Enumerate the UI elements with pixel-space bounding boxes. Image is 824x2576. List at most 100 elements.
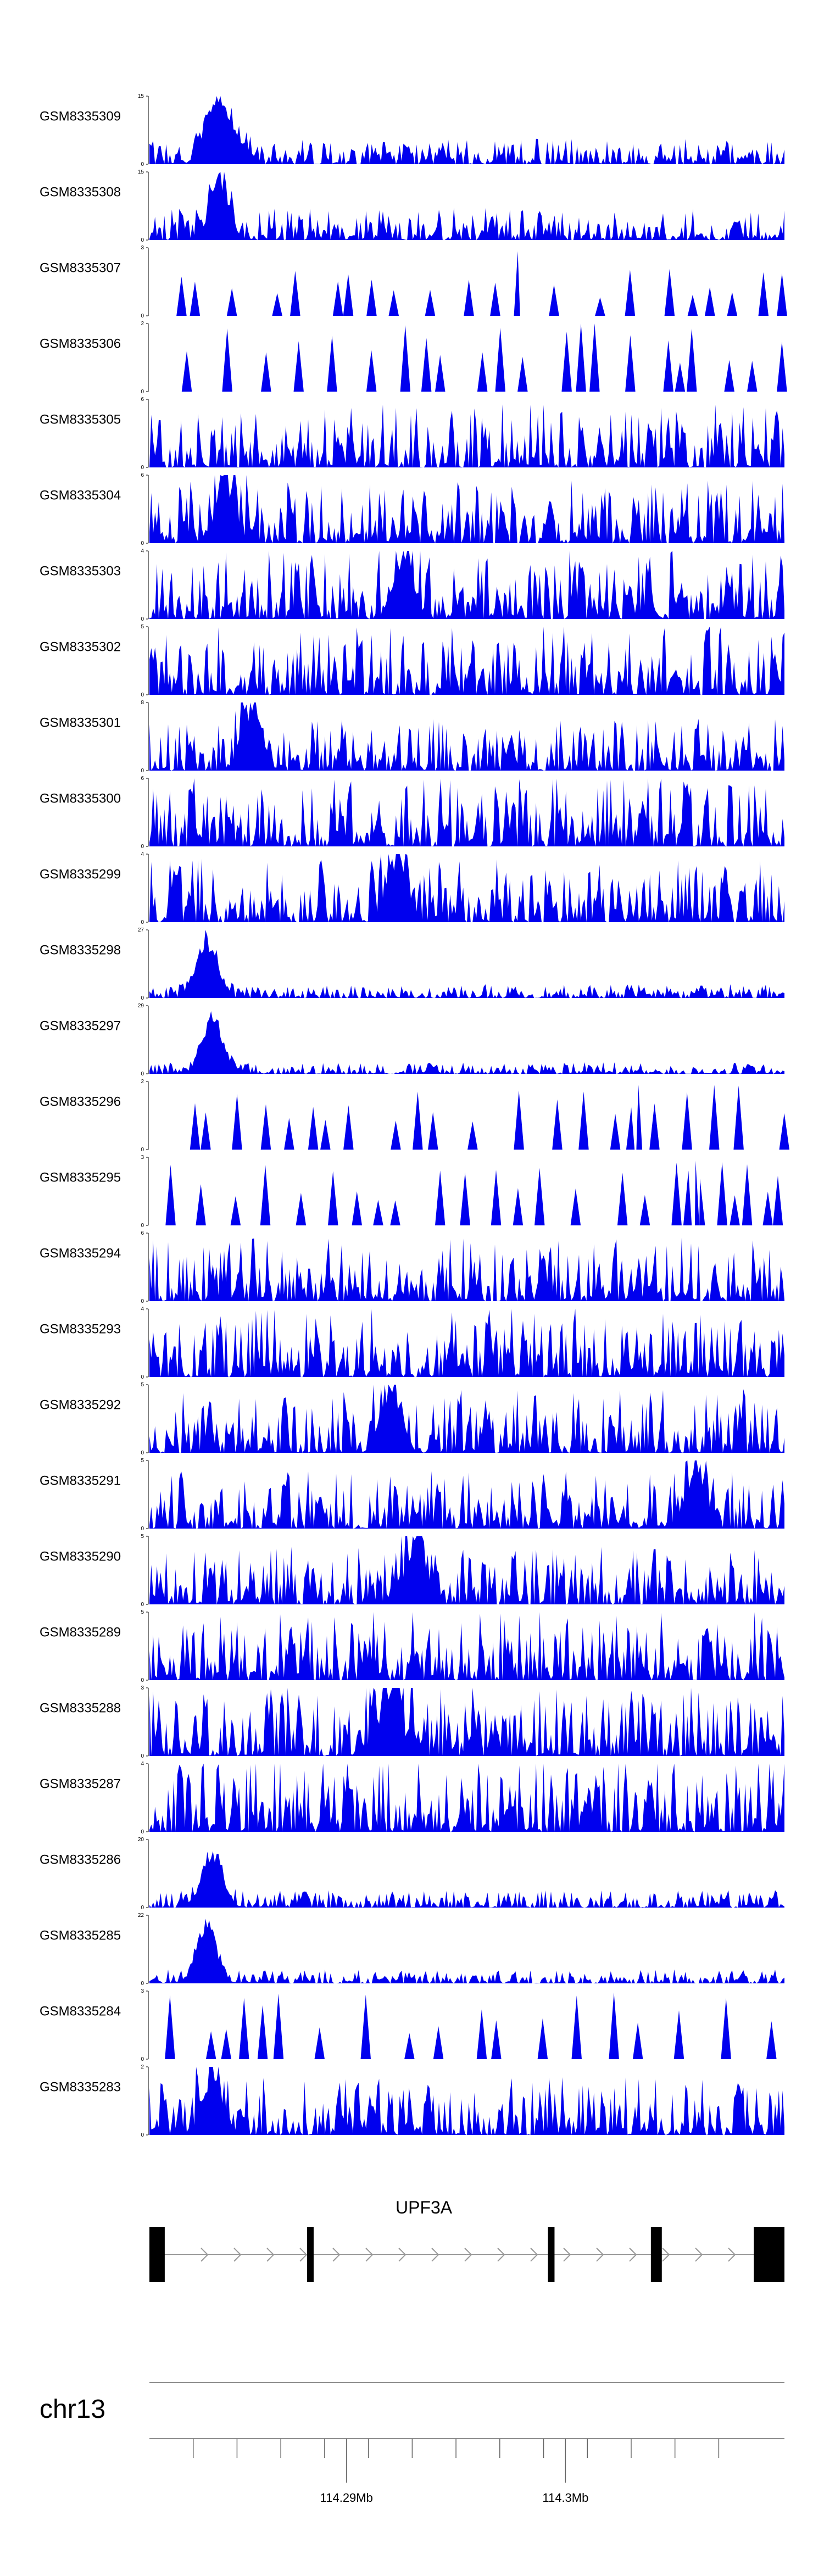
y-min-label: 0: [141, 465, 144, 471]
coverage-track: GSM8335307 3 0: [40, 245, 787, 319]
coverage-tracks: GSM8335309150GSM8335308150GSM833530730GS…: [40, 93, 789, 2138]
strand-chevron: [233, 2248, 242, 2262]
y-max-label: 4: [141, 1306, 144, 1312]
strand-chevron: [266, 2248, 275, 2262]
track-label: GSM8335303: [40, 564, 121, 578]
coverage-area: [149, 778, 784, 846]
y-max-label: 4: [141, 851, 144, 857]
track-label: GSM8335292: [40, 1397, 121, 1412]
strand-chevron: [530, 2248, 538, 2262]
exon-block: [548, 2227, 555, 2282]
track-label: GSM8335289: [40, 1625, 121, 1640]
coverage-track: GSM8335304 6 0: [40, 472, 784, 547]
coverage-area: [149, 1536, 784, 1604]
coverage-track: GSM8335294 6 0: [40, 1230, 784, 1304]
y-min-label: 0: [141, 1829, 144, 1835]
y-min-label: 0: [141, 2132, 144, 2138]
strand-chevron: [365, 2248, 374, 2262]
y-max-label: 27: [138, 927, 144, 933]
coverage-track: GSM8335292 5 0: [40, 1382, 784, 1456]
y-min-label: 0: [141, 616, 144, 622]
y-min-label: 0: [141, 1981, 144, 1987]
exon-block: [650, 2227, 662, 2282]
y-min-label: 0: [141, 919, 144, 925]
track-label: GSM8335307: [40, 260, 121, 275]
y-min-label: 0: [141, 1223, 144, 1229]
y-max-label: 2: [141, 2064, 144, 2070]
y-max-label: 6: [141, 397, 144, 403]
track-label: GSM8335305: [40, 412, 121, 427]
track-label: GSM8335294: [40, 1246, 121, 1261]
y-min-label: 0: [141, 1298, 144, 1304]
chromosome-label: chr13: [40, 2395, 105, 2424]
y-max-label: 3: [141, 1155, 144, 1161]
coverage-area: [149, 96, 784, 164]
coverage-track: GSM8335305 6 0: [40, 397, 784, 471]
y-max-label: 3: [141, 1988, 144, 1994]
coverage-track: GSM8335298 27 0: [40, 927, 784, 1001]
genome-axis: chr13 114.29Mb 114.3Mb: [40, 2382, 784, 2505]
coverage-area: [149, 1309, 784, 1377]
strand-chevron: [201, 2248, 209, 2262]
y-min-label: 0: [141, 2056, 144, 2062]
strand-chevron: [464, 2248, 472, 2262]
track-label: GSM8335288: [40, 1700, 121, 1715]
y-max-label: 6: [141, 1230, 144, 1236]
y-min-label: 0: [141, 1450, 144, 1456]
track-label: GSM8335285: [40, 1928, 121, 1943]
strand-chevron: [299, 2248, 308, 2262]
y-max-label: 22: [138, 1913, 144, 1919]
strand-chevron: [332, 2248, 341, 2262]
y-min-label: 0: [141, 389, 144, 395]
coverage-area: [149, 1385, 784, 1453]
track-label: GSM8335299: [40, 867, 121, 882]
y-min-label: 0: [141, 1374, 144, 1380]
gene-track: UPF3A: [149, 2198, 784, 2282]
coverage-area: [149, 551, 784, 619]
coverage-area: [149, 854, 784, 922]
coverage-area: [149, 1919, 784, 1983]
coverage-area: [149, 1992, 784, 2059]
coverage-area: [149, 930, 784, 998]
y-min-label: 0: [141, 1147, 144, 1153]
strand-chevron: [398, 2248, 407, 2262]
y-max-label: 5: [141, 1609, 144, 1615]
y-min-label: 0: [141, 692, 144, 698]
strand-chevron: [497, 2248, 505, 2262]
coverage-track: GSM8335295 3 0: [40, 1155, 784, 1229]
coverage-area: [149, 1237, 784, 1301]
coverage-area: [149, 324, 787, 392]
y-min-label: 0: [141, 1602, 144, 1608]
y-min-label: 0: [141, 313, 144, 319]
track-label: GSM8335302: [40, 639, 121, 654]
coverage-area: [149, 1688, 784, 1756]
coverage-area: [149, 1764, 784, 1832]
axis-tick-label: 114.3Mb: [542, 2491, 588, 2505]
track-label: GSM8335309: [40, 109, 121, 124]
y-max-label: 6: [141, 472, 144, 478]
y-max-label: 4: [141, 1761, 144, 1767]
exon-block: [149, 2227, 165, 2282]
y-max-label: 5: [141, 1382, 144, 1388]
track-label: GSM8335295: [40, 1170, 121, 1185]
strand-chevron: [662, 2248, 670, 2262]
coverage-area: [149, 1460, 784, 1529]
y-min-label: 0: [141, 768, 144, 774]
exon-block: [754, 2227, 784, 2282]
track-label: GSM8335290: [40, 1549, 121, 1564]
y-max-label: 4: [141, 548, 144, 554]
y-max-label: 29: [138, 1003, 144, 1009]
coverage-track: GSM8335301 8 0: [40, 700, 784, 774]
coverage-area: [149, 251, 787, 316]
coverage-area: [149, 1011, 784, 1074]
coverage-track: GSM8335286 20 0: [40, 1837, 784, 1911]
track-label: GSM8335301: [40, 715, 121, 730]
y-max-label: 5: [141, 1534, 144, 1540]
y-min-label: 0: [141, 1526, 144, 1532]
coverage-track: GSM8335283 2 0: [40, 2064, 784, 2138]
strand-chevron: [563, 2248, 571, 2262]
strand-chevron: [728, 2248, 736, 2262]
track-label: GSM8335300: [40, 791, 121, 806]
exon-block: [307, 2227, 314, 2282]
track-label: GSM8335286: [40, 1852, 121, 1867]
